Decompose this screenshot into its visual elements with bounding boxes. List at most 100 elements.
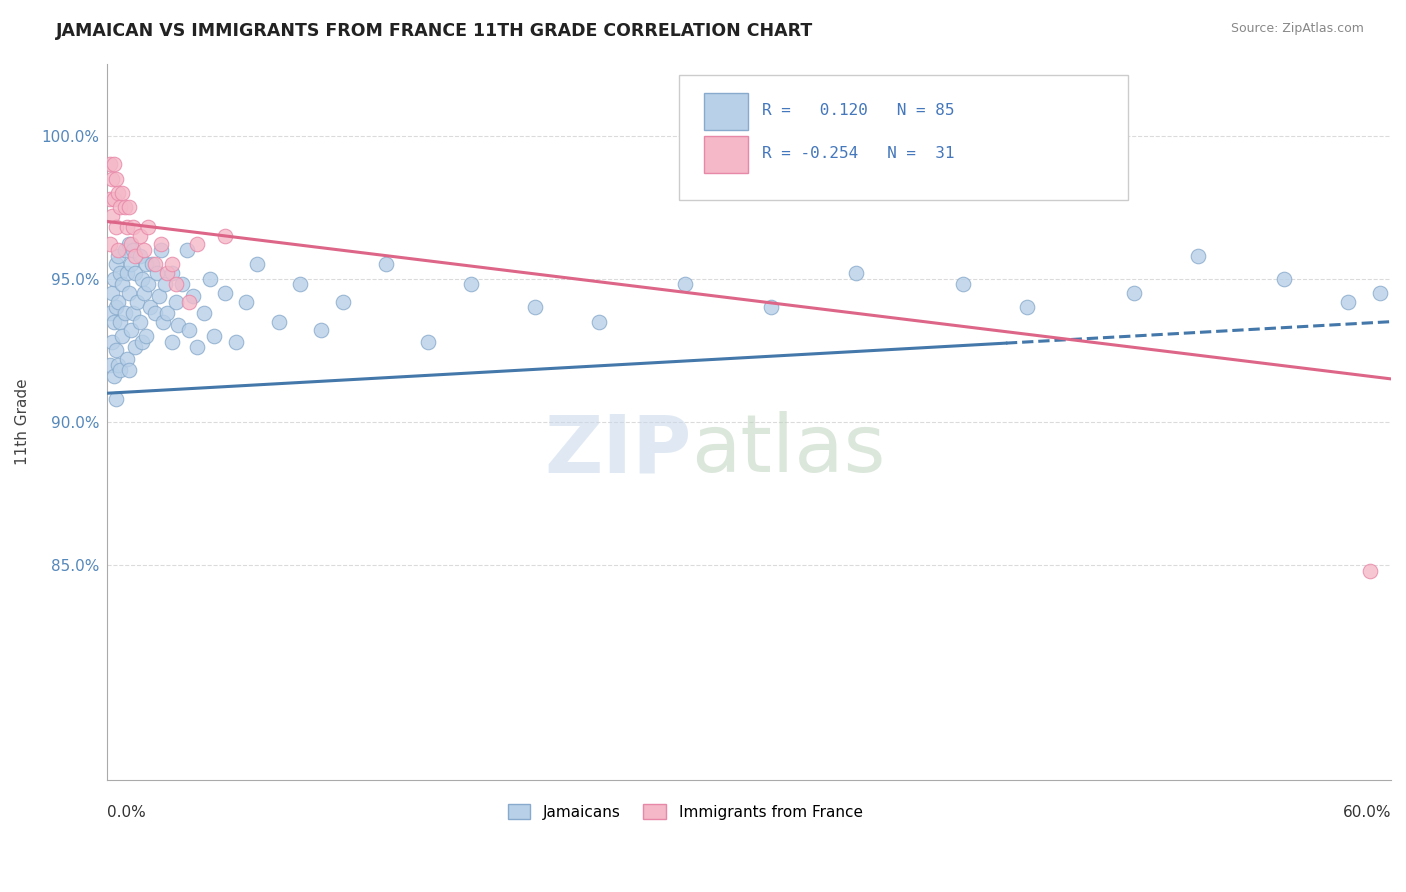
Point [120,257,142,271]
Point [118,286,141,301]
Text: ZIP: ZIP [544,411,692,490]
Point [100,286,122,301]
Point [127,294,149,309]
Text: JAMAICAN VS IMMIGRANTS FROM FRANCE 11TH GRADE CORRELATION CHART: JAMAICAN VS IMMIGRANTS FROM FRANCE 11TH … [56,22,814,40]
Point [1272,271,1295,285]
Point [156,306,179,320]
Point [311,323,333,337]
Point [186,340,208,354]
Text: R =   0.120   N = 85: R = 0.120 N = 85 [762,103,955,118]
Point [588,315,610,329]
Point [1123,286,1146,301]
Point [122,306,145,320]
Point [120,323,142,337]
Legend: Jamaicans, Immigrants from France: Jamaicans, Immigrants from France [502,797,869,826]
Point [98,358,121,372]
Point [845,266,868,280]
Point [103,192,125,206]
Point [118,237,141,252]
Point [105,343,128,358]
Point [143,306,166,320]
Point [235,294,257,309]
Point [148,289,170,303]
Point [111,186,134,200]
Point [98,157,121,171]
Point [110,315,132,329]
Point [460,277,482,292]
Point [246,257,269,271]
Point [156,266,179,280]
FancyBboxPatch shape [704,93,748,130]
Point [153,277,176,292]
Y-axis label: 11th Grade: 11th Grade [15,378,30,465]
Point [288,277,311,292]
Point [152,315,174,329]
Point [139,301,162,315]
Point [110,200,132,214]
Point [952,277,974,292]
Point [1337,294,1360,309]
Point [115,220,138,235]
Point [143,257,166,271]
Point [135,329,157,343]
Point [214,286,236,301]
Point [193,306,215,320]
Point [103,157,125,171]
Text: Source: ZipAtlas.com: Source: ZipAtlas.com [1230,22,1364,36]
Point [149,237,172,252]
Point [160,266,183,280]
Point [122,220,145,235]
Point [114,243,136,257]
Point [136,220,159,235]
Point [759,301,782,315]
Point [105,301,128,315]
Point [141,257,163,271]
Point [98,237,121,252]
Point [128,315,150,329]
Point [115,266,138,280]
Point [105,220,128,235]
Point [165,294,187,309]
Point [132,286,155,301]
Point [160,257,183,271]
Point [149,243,172,257]
Point [124,340,146,354]
Point [524,301,547,315]
Point [98,192,121,206]
Point [111,329,134,343]
Point [105,171,128,186]
Point [136,277,159,292]
Point [160,334,183,349]
Point [177,294,200,309]
Point [118,200,141,214]
Point [267,315,290,329]
Point [172,277,194,292]
FancyBboxPatch shape [679,75,1128,200]
Point [124,266,146,280]
Point [105,392,128,406]
Point [198,271,221,285]
Point [114,306,136,320]
Text: R = -0.254   N =  31: R = -0.254 N = 31 [762,146,955,161]
Point [124,249,146,263]
Point [122,243,145,257]
Point [176,243,198,257]
Point [177,323,200,337]
Point [418,334,440,349]
Point [167,318,190,332]
Point [107,186,129,200]
Point [673,277,696,292]
Point [1017,301,1039,315]
Point [1369,286,1392,301]
Point [100,334,122,349]
Point [107,358,129,372]
Point [107,249,129,263]
Point [110,266,132,280]
Point [114,200,136,214]
Point [214,228,236,243]
Point [110,363,132,377]
Point [131,334,153,349]
Text: atlas: atlas [692,411,886,490]
Point [145,266,167,280]
Text: 60.0%: 60.0% [1343,805,1391,820]
